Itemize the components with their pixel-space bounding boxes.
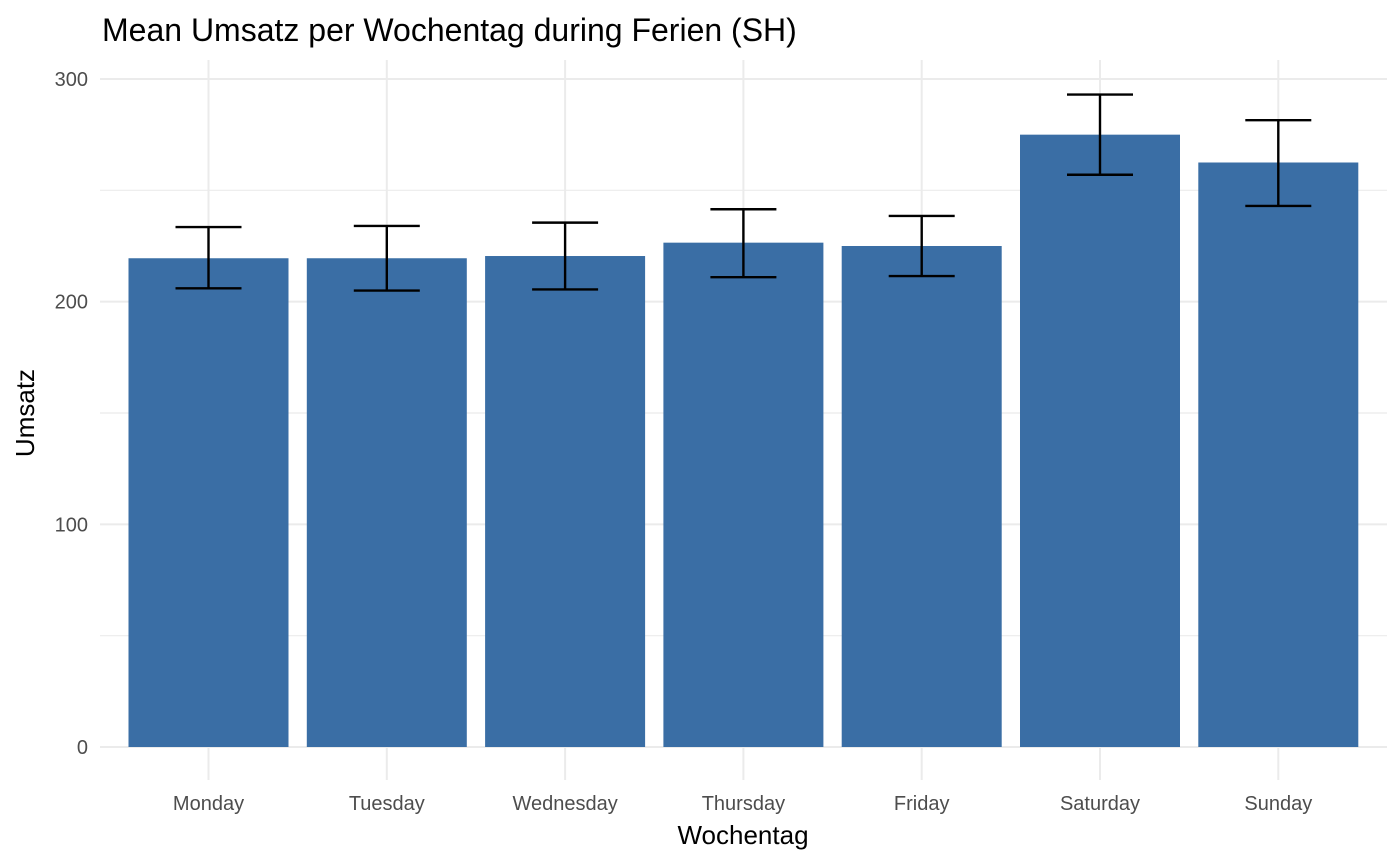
y-tick-labels: 0 100 200 300	[55, 69, 88, 759]
y-tick-label: 300	[55, 69, 88, 91]
bar-wednesday	[485, 256, 646, 747]
error-bar-sunday	[1245, 118, 1312, 208]
x-tick-label: Monday	[173, 793, 244, 815]
error-bar-friday	[888, 214, 955, 278]
y-tick-label: 100	[55, 514, 88, 536]
chart-title: Mean Umsatz per Wochentag during Ferien …	[102, 12, 797, 48]
x-tick-label: Wednesday	[512, 793, 617, 815]
x-tick-label: Sunday	[1244, 793, 1312, 815]
bar-saturday	[1020, 134, 1180, 747]
error-bars	[175, 93, 1312, 292]
x-tick-label: Tuesday	[349, 793, 425, 815]
error-bar-saturday	[1067, 93, 1133, 176]
x-tick-label: Saturday	[1060, 793, 1140, 815]
y-tick-label: 0	[77, 737, 88, 759]
bar-sunday	[1198, 162, 1359, 747]
y-axis-title: Umsatz	[10, 369, 40, 457]
bar-friday	[841, 246, 1002, 747]
error-bar-monday	[175, 225, 242, 290]
x-tick-label: Friday	[894, 793, 950, 815]
bar-tuesday	[306, 258, 467, 747]
bar-monday	[128, 258, 289, 747]
bars	[128, 134, 1359, 747]
error-bar-tuesday	[353, 224, 420, 292]
x-tick-label: Thursday	[702, 793, 785, 815]
y-tick-label: 200	[55, 292, 88, 314]
bar-thursday	[663, 242, 824, 747]
x-axis-title: Wochentag	[677, 820, 808, 850]
x-tick-labels: Monday Tuesday Wednesday Thursday Friday Satu…	[173, 793, 1312, 815]
error-bar-thursday	[710, 208, 777, 279]
error-bar-wednesday	[532, 221, 599, 291]
